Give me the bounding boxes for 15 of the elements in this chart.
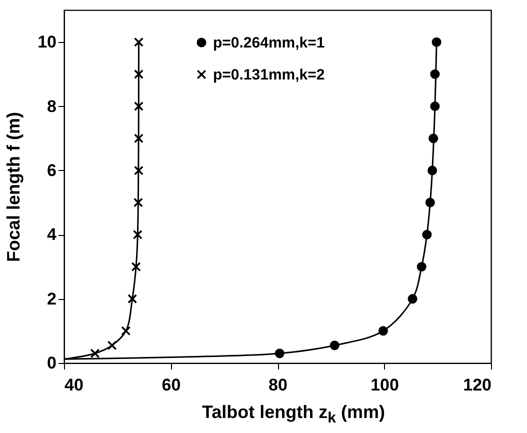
y-tick-label: 4 (47, 225, 58, 244)
y-tick-label: 6 (47, 160, 56, 180)
x-tick-label: 120 (463, 376, 492, 394)
x-tick-label: 60 (162, 376, 181, 394)
x-tick-label: 40 (64, 376, 84, 394)
y-tick-label: 10 (38, 32, 56, 52)
x-axis-title: Talbot length z$_{k}$ (mm) (201, 402, 386, 427)
legend-label: p=0.131mm,k=2 (213, 66, 325, 84)
y-tick-label: 8 (47, 96, 56, 116)
y-tick-label: 0 (47, 354, 56, 372)
x-tick-label: 80 (268, 376, 288, 394)
y-tick-label: 2 (47, 289, 56, 308)
y-axis-title: Focal length f (m) (4, 112, 24, 262)
legend-label: p=0.264mm,k=1 (213, 34, 325, 52)
x-tick-label: 100 (370, 376, 399, 394)
